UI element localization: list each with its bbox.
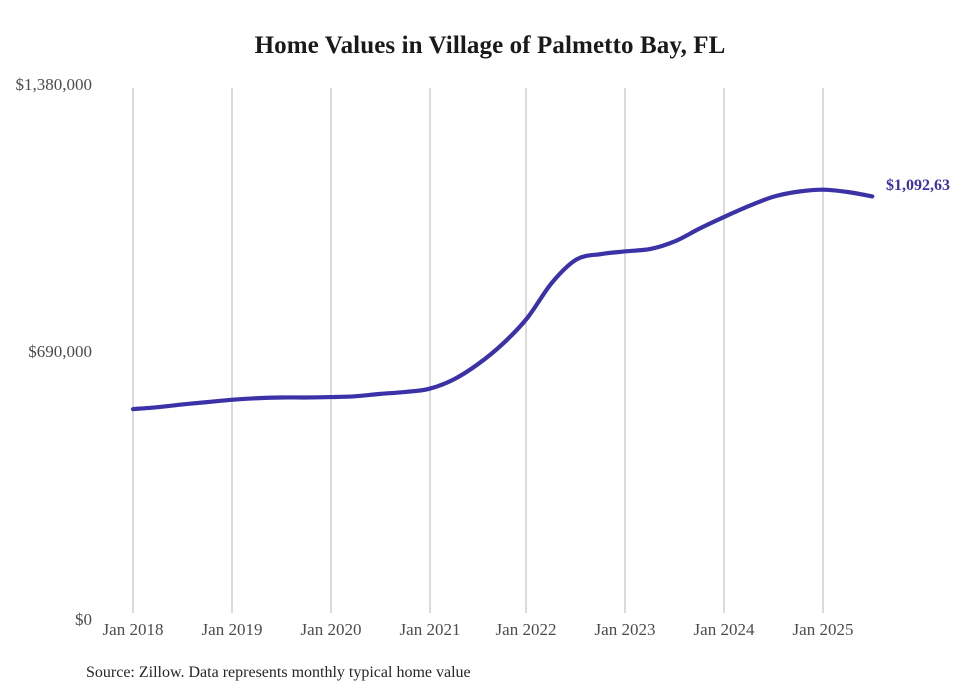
x-axis-tick-label: Jan 2024 [693, 620, 755, 639]
x-axis-tick-label: Jan 2025 [792, 620, 854, 639]
data-series-group [130, 187, 875, 412]
x-axis-tick-label: Jan 2018 [102, 620, 164, 639]
x-axis-tick-label: Jan 2023 [594, 620, 656, 639]
x-axis-tick-label: Jan 2021 [399, 620, 461, 639]
chart-title: Home Values in Village of Palmetto Bay, … [254, 32, 726, 59]
end-value-label: $1,092,63 [886, 177, 950, 194]
y-axis-tick-label: $1,380,000 [15, 75, 93, 94]
y-axis-tick-label: $0 [75, 610, 92, 629]
gridlines-group [132, 88, 824, 613]
series-line-typical-home-value [130, 187, 875, 412]
x-axis-tick-label: Jan 2020 [300, 620, 362, 639]
x-axis-tick-label: Jan 2022 [495, 620, 557, 639]
y-axis-tick-label: $690,000 [28, 342, 92, 361]
x-axis-tick-label: Jan 2019 [201, 620, 263, 639]
source-note: Source: Zillow. Data represents monthly … [86, 664, 471, 681]
